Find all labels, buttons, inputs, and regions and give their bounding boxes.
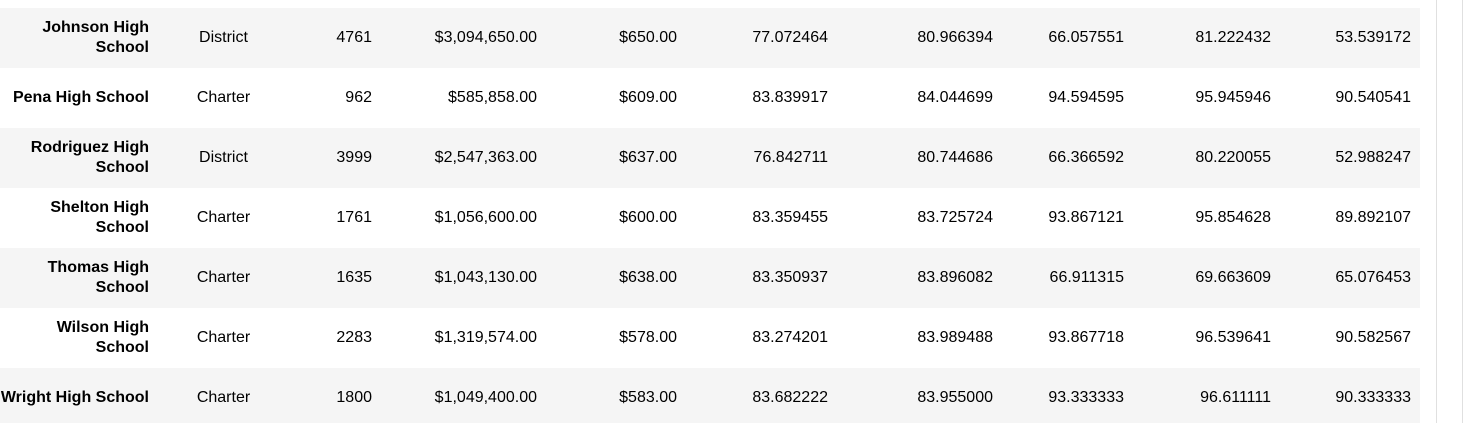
cell-pct-passing-reading: 95.854628 bbox=[1195, 209, 1271, 226]
cell-total-budget: $585,858.00 bbox=[448, 89, 537, 106]
cell-school-type: Charter bbox=[196, 329, 251, 346]
cell-total-students: 4761 bbox=[336, 29, 372, 46]
cell-avg-reading-score: 84.044699 bbox=[917, 89, 993, 106]
cell-per-student-budget: $609.00 bbox=[619, 89, 677, 106]
cell-pct-overall-passing: 65.076453 bbox=[1335, 269, 1411, 286]
row-header-school-name: Rodriguez High School bbox=[30, 139, 149, 176]
cell-avg-math-score: 83.359455 bbox=[752, 209, 828, 226]
cell-per-student-budget: $583.00 bbox=[619, 389, 677, 406]
cell-total-budget: $1,049,400.00 bbox=[434, 389, 537, 406]
cell-total-students: 1761 bbox=[336, 209, 372, 226]
scrollbar-track-right-edge bbox=[1462, 0, 1463, 423]
row-header-school-name: Wright High School bbox=[0, 389, 149, 406]
table-row: Rodriguez High School District 3999 $2,5… bbox=[0, 128, 1420, 188]
cell-avg-reading-score: 83.725724 bbox=[917, 209, 993, 226]
cell-pct-overall-passing: 90.540541 bbox=[1335, 89, 1411, 106]
cell-avg-math-score: 83.350937 bbox=[752, 269, 828, 286]
table-row: Johnson High School District 4761 $3,094… bbox=[0, 8, 1420, 68]
cell-pct-passing-math: 93.333333 bbox=[1048, 389, 1124, 406]
cell-pct-passing-reading: 80.220055 bbox=[1195, 149, 1271, 166]
cell-avg-reading-score: 80.966394 bbox=[917, 29, 993, 46]
table-row: Shelton High School Charter 1761 $1,056,… bbox=[0, 188, 1420, 248]
table-row: Wright High School Charter 1800 $1,049,4… bbox=[0, 368, 1420, 423]
cell-avg-reading-score: 83.896082 bbox=[917, 269, 993, 286]
cell-total-budget: $1,043,130.00 bbox=[434, 269, 537, 286]
cell-pct-passing-reading: 81.222432 bbox=[1195, 29, 1271, 46]
cell-per-student-budget: $638.00 bbox=[619, 269, 677, 286]
cell-per-student-budget: $578.00 bbox=[619, 329, 677, 346]
row-header-school-name: Pena High School bbox=[12, 89, 149, 106]
cell-total-students: 1635 bbox=[336, 269, 372, 286]
cell-pct-passing-math: 66.366592 bbox=[1048, 149, 1124, 166]
cell-per-student-budget: $600.00 bbox=[619, 209, 677, 226]
cell-total-students: 2283 bbox=[336, 329, 372, 346]
row-header-school-name: Johnson High School bbox=[42, 19, 149, 56]
cell-pct-passing-math: 66.057551 bbox=[1048, 29, 1124, 46]
table-row: Wilson High School Charter 2283 $1,319,5… bbox=[0, 308, 1420, 368]
cell-pct-passing-math: 66.911315 bbox=[1049, 269, 1124, 286]
cell-school-type: District bbox=[199, 29, 248, 46]
cell-pct-passing-math: 94.594595 bbox=[1048, 89, 1124, 106]
row-header-school-name: Shelton High School bbox=[50, 199, 149, 236]
cell-avg-reading-score: 83.989488 bbox=[917, 329, 993, 346]
cell-avg-math-score: 76.842711 bbox=[753, 149, 828, 166]
cell-total-budget: $2,547,363.00 bbox=[434, 149, 537, 166]
cell-total-students: 1800 bbox=[336, 389, 372, 406]
cell-pct-overall-passing: 90.333333 bbox=[1335, 389, 1411, 406]
row-header-school-name: Wilson High School bbox=[56, 319, 149, 356]
table-body: Johnson High School District 4761 $3,094… bbox=[0, 8, 1420, 423]
cell-total-budget: $1,319,574.00 bbox=[434, 329, 537, 346]
row-header-school-name: Thomas High School bbox=[47, 259, 149, 296]
cell-pct-passing-math: 93.867121 bbox=[1048, 209, 1124, 226]
cell-avg-math-score: 83.274201 bbox=[752, 329, 828, 346]
cell-pct-passing-reading: 96.539641 bbox=[1195, 329, 1271, 346]
school-summary-table: Johnson High School District 4761 $3,094… bbox=[0, 8, 1420, 423]
cell-pct-overall-passing: 89.892107 bbox=[1335, 209, 1411, 226]
cell-school-type: Charter bbox=[196, 389, 251, 406]
cell-school-type: Charter bbox=[196, 89, 251, 106]
cell-pct-passing-reading: 69.663609 bbox=[1195, 269, 1271, 286]
cell-school-type: District bbox=[199, 149, 248, 166]
vertical-scrollbar[interactable] bbox=[1436, 0, 1464, 423]
cell-pct-passing-reading: 95.945946 bbox=[1195, 89, 1271, 106]
cell-pct-overall-passing: 53.539172 bbox=[1335, 29, 1411, 46]
cell-total-budget: $1,056,600.00 bbox=[434, 209, 537, 226]
cell-per-student-budget: $650.00 bbox=[619, 29, 677, 46]
cell-avg-reading-score: 80.744686 bbox=[917, 149, 993, 166]
scrollbar-track-left-edge bbox=[1436, 0, 1437, 423]
cell-avg-math-score: 83.839917 bbox=[752, 89, 828, 106]
cell-avg-reading-score: 83.955000 bbox=[917, 389, 993, 406]
cell-avg-math-score: 77.072464 bbox=[752, 29, 828, 46]
cell-pct-overall-passing: 52.988247 bbox=[1335, 149, 1411, 166]
cell-pct-overall-passing: 90.582567 bbox=[1335, 329, 1411, 346]
cell-pct-passing-math: 93.867718 bbox=[1048, 329, 1124, 346]
cell-total-students: 962 bbox=[345, 89, 372, 106]
cell-school-type: Charter bbox=[196, 269, 251, 286]
cell-avg-math-score: 83.682222 bbox=[752, 389, 828, 406]
table-row: Thomas High School Charter 1635 $1,043,1… bbox=[0, 248, 1420, 308]
cell-school-type: Charter bbox=[196, 209, 251, 226]
cell-pct-passing-reading: 96.611111 bbox=[1200, 389, 1271, 406]
table-row: Pena High School Charter 962 $585,858.00… bbox=[0, 68, 1420, 128]
cell-total-budget: $3,094,650.00 bbox=[434, 29, 537, 46]
cell-per-student-budget: $637.00 bbox=[619, 149, 677, 166]
cell-total-students: 3999 bbox=[336, 149, 372, 166]
